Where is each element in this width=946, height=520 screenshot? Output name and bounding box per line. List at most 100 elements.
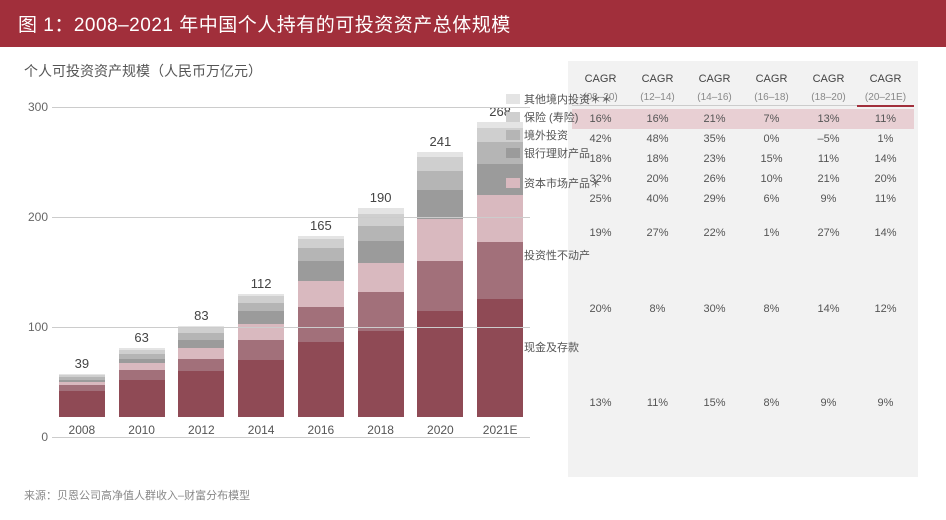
legend-item: 银行理财产品 [506,145,626,161]
bar-segment [358,241,404,263]
table-cell: 18% [629,153,686,165]
bar-total-label: 241 [417,134,463,149]
table-cell: 9% [857,397,914,409]
legend-swatch [506,250,520,260]
table-cell: 40% [629,193,686,205]
table-cell: 21% [686,113,743,125]
table-cell: 11% [629,397,686,409]
bar-segment [298,261,344,281]
x-tick-label: 2021E [477,423,523,437]
bar-total-label: 190 [358,190,404,205]
bar-segment [298,281,344,307]
table-cell: 15% [686,397,743,409]
x-tick-label: 2008 [59,423,105,437]
bar-segment [238,340,284,360]
table-cell: 0% [743,133,800,145]
table-cell: CAGR [572,73,629,85]
table-cell: 29% [686,193,743,205]
table-cell: 13% [800,113,857,125]
bar-segment [417,157,463,170]
table-cell: 27% [629,227,686,239]
table-cell: 14% [857,227,914,239]
legend-item: 现金及存款 [506,339,626,355]
legend-item: 资本市场产品＊ [506,175,626,191]
bar-segment [298,342,344,417]
legend-label: 保险 (寿险) [524,109,578,125]
table-cell: CAGR [629,73,686,85]
table-cell: 6% [743,193,800,205]
y-tick-label: 0 [24,430,48,444]
bar-total-label: 63 [119,330,165,345]
table-cell: –5% [800,133,857,145]
table-cell: 20% [629,173,686,185]
bar-total-label: 165 [298,218,344,233]
legend-label: 资本市场产品＊ [524,175,601,191]
table-cell: CAGR [800,73,857,85]
bar-column: 241 [417,152,463,417]
bar-segment [178,340,224,348]
table-cell: 14% [800,303,857,315]
x-tick-label: 2016 [298,423,344,437]
bar-segment [358,226,404,241]
bar-column: 190 [358,208,404,417]
legend-item: 投资性不动产 [506,247,626,263]
legend-item: 保险 (寿险) [506,109,626,125]
bar-segment [358,331,404,417]
table-cell: CAGR [857,73,914,85]
table-cell: 21% [800,173,857,185]
table-cell: 20% [857,173,914,185]
table-cell: 7% [743,113,800,125]
table-cell: 8% [743,303,800,315]
bar-segment [178,371,224,417]
table-cell: 16% [629,113,686,125]
legend-label: 境外投资 [524,127,568,143]
table-cell: CAGR [686,73,743,85]
bar-segment [358,214,404,226]
bar-segment [298,239,344,248]
table-cell: (14–16) [686,92,743,106]
table-row: 13%11%15%8%9%9% [572,393,914,413]
bar-segment [178,359,224,371]
bar-column: 39 [59,374,105,417]
bar-segment [119,380,165,417]
table-cell: 9% [800,397,857,409]
bar-total-label: 39 [59,356,105,371]
table-cell: 1% [857,133,914,145]
bar-segment [238,303,284,312]
y-tick-label: 200 [24,210,48,224]
y-axis-title: 个人可投资资产规模（人民币万亿元） [24,61,562,81]
legend-swatch [506,148,520,158]
chart-title: 图 1：2008–2021 年中国个人持有的可投资资产总体规模 [0,0,946,47]
legend: 其他境内投资＊＊保险 (寿险)境外投资银行理财产品资本市场产品＊投资性不动产现金… [506,91,626,357]
bar-column: 112 [238,294,284,417]
bar-segment [358,292,404,332]
table-cell: 48% [629,133,686,145]
table-cell: 35% [686,133,743,145]
table-cell: 27% [800,227,857,239]
table-cell: 13% [572,397,629,409]
bar-segment [358,263,404,292]
table-cell: 11% [857,193,914,205]
table-cell: 8% [743,397,800,409]
table-cell: 26% [686,173,743,185]
table-cell: 15% [743,153,800,165]
bar-column: 63 [119,348,165,417]
table-cell: 14% [857,153,914,165]
legend-swatch [506,94,520,104]
legend-item: 境外投资 [506,127,626,143]
bar-segment [417,261,463,312]
table-cell: (20–21E) [857,92,914,107]
x-tick-label: 2020 [417,423,463,437]
bar-segment [178,333,224,340]
table-cell: 11% [857,113,914,125]
table-cell: 12% [857,303,914,315]
chart-area: 个人可投资资产规模（人民币万亿元） 396383112165190241268 … [24,61,562,477]
bar-segment [238,360,284,417]
legend-label: 现金及存款 [524,339,579,355]
legend-label: 投资性不动产 [524,247,590,263]
table-cell: 1% [743,227,800,239]
table-cell: 11% [800,153,857,165]
table-cell: 10% [743,173,800,185]
bar-segment [59,391,105,417]
bar-segment [298,307,344,342]
